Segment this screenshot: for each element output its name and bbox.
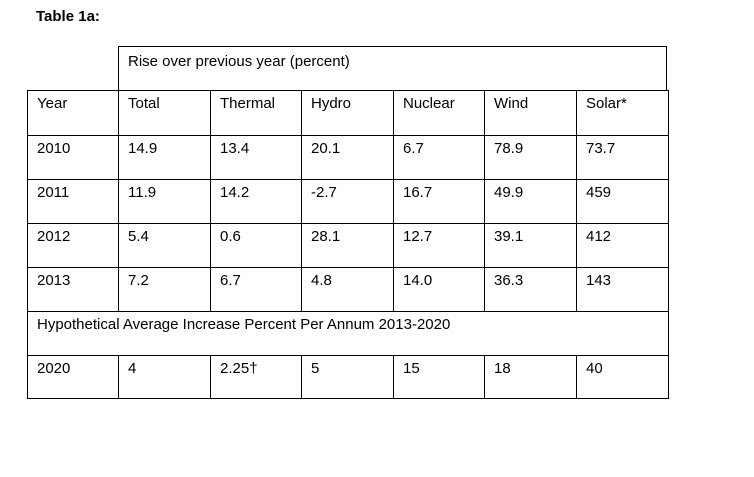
table-cell: 20.1 (301, 135, 394, 180)
table-cell: 4 (118, 355, 211, 399)
table-cell: -2.7 (301, 179, 394, 224)
table-cell: 36.3 (484, 267, 577, 312)
table-cell: 2013 (27, 267, 119, 312)
header-caption-cell: Rise over previous year (percent) (118, 46, 667, 91)
table-cell: 6.7 (210, 267, 302, 312)
table-cell: 4.8 (301, 267, 394, 312)
table-cell: 15 (393, 355, 485, 399)
table-cell: 14.2 (210, 179, 302, 224)
table-cell: 143 (576, 267, 669, 312)
table-cell: 6.7 (393, 135, 485, 180)
data-table: Year Total Thermal Hydro Nuclear Wind So… (27, 90, 669, 399)
table-cell: 412 (576, 223, 669, 268)
column-header: Total (118, 90, 211, 136)
table-title: Table 1a: (36, 8, 100, 25)
table-row: 2011 11.9 14.2 -2.7 16.7 49.9 459 (27, 179, 669, 224)
table-cell: 18 (484, 355, 577, 399)
column-header: Solar* (576, 90, 669, 136)
table-cell: 73.7 (576, 135, 669, 180)
header-caption: Rise over previous year (percent) (128, 53, 350, 70)
table-cell: 11.9 (118, 179, 211, 224)
table-cell: 459 (576, 179, 669, 224)
column-header: Thermal (210, 90, 302, 136)
column-header: Nuclear (393, 90, 485, 136)
section-label: Hypothetical Average Increase Percent Pe… (27, 311, 669, 356)
table-cell: 5 (301, 355, 394, 399)
column-header-row: Year Total Thermal Hydro Nuclear Wind So… (27, 90, 669, 136)
column-header: Year (27, 90, 119, 136)
table-cell: 13.4 (210, 135, 302, 180)
table-cell: 40 (576, 355, 669, 399)
table-cell: 78.9 (484, 135, 577, 180)
table-cell: 49.9 (484, 179, 577, 224)
table-cell: 14.9 (118, 135, 211, 180)
table-cell: 2012 (27, 223, 119, 268)
column-header: Hydro (301, 90, 394, 136)
table-cell: 0.6 (210, 223, 302, 268)
table-cell: 2011 (27, 179, 119, 224)
table-cell: 16.7 (393, 179, 485, 224)
table-row: 2013 7.2 6.7 4.8 14.0 36.3 143 (27, 267, 669, 312)
table-row: 2012 5.4 0.6 28.1 12.7 39.1 412 (27, 223, 669, 268)
table-cell: 7.2 (118, 267, 211, 312)
table-cell: 28.1 (301, 223, 394, 268)
table-cell: 39.1 (484, 223, 577, 268)
table-cell: 2.25† (210, 355, 302, 399)
projection-row: 2020 4 2.25† 5 15 18 40 (27, 355, 669, 399)
section-row: Hypothetical Average Increase Percent Pe… (27, 311, 669, 356)
table-cell: 2020 (27, 355, 119, 399)
table-cell: 2010 (27, 135, 119, 180)
table-cell: 12.7 (393, 223, 485, 268)
table-cell: 14.0 (393, 267, 485, 312)
table-row: 2010 14.9 13.4 20.1 6.7 78.9 73.7 (27, 135, 669, 180)
column-header: Wind (484, 90, 577, 136)
table-cell: 5.4 (118, 223, 211, 268)
